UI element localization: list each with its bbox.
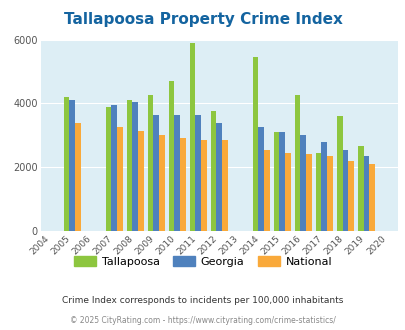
Text: Tallapoosa Property Crime Index: Tallapoosa Property Crime Index [64,12,341,27]
Bar [174,115,179,231]
Bar [273,132,279,231]
Bar [222,140,227,231]
Bar [69,100,75,231]
Bar [126,100,132,231]
Bar [132,102,138,231]
Bar [210,112,216,231]
Bar [75,122,81,231]
Bar [189,43,195,231]
Bar [264,150,269,231]
Bar [362,156,368,231]
Bar [284,153,290,231]
Bar [300,135,305,231]
Bar [200,140,206,231]
Bar [138,130,143,231]
Text: Crime Index corresponds to incidents per 100,000 inhabitants: Crime Index corresponds to incidents per… [62,296,343,305]
Bar [147,95,153,231]
Bar [105,107,111,231]
Bar [258,127,264,231]
Bar [315,153,321,231]
Bar [347,161,353,231]
Bar [168,81,174,231]
Bar [159,135,164,231]
Bar [111,105,117,231]
Bar [368,164,374,231]
Bar [195,115,200,231]
Bar [179,139,185,231]
Bar [64,97,69,231]
Bar [321,142,326,231]
Bar [326,156,332,231]
Bar [294,95,300,231]
Legend: Tallapoosa, Georgia, National: Tallapoosa, Georgia, National [69,252,336,272]
Bar [153,115,159,231]
Bar [252,57,258,231]
Bar [117,127,122,231]
Bar [305,154,311,231]
Bar [342,150,347,231]
Bar [336,116,342,231]
Bar [357,147,362,231]
Bar [216,122,222,231]
Bar [279,132,284,231]
Text: © 2025 CityRating.com - https://www.cityrating.com/crime-statistics/: © 2025 CityRating.com - https://www.city… [70,315,335,325]
